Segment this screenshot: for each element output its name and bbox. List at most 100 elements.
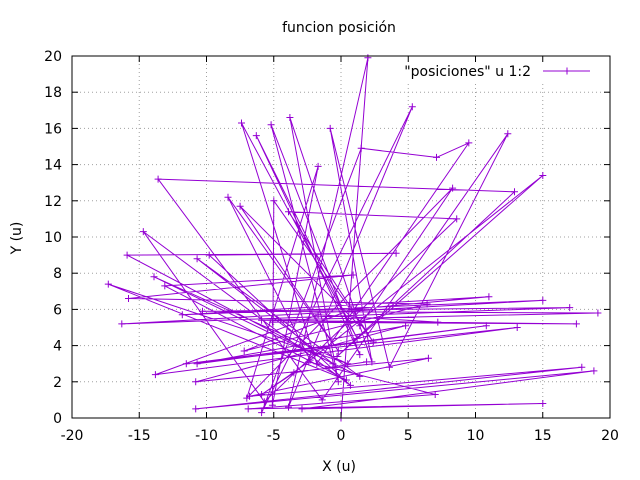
data-point — [161, 282, 169, 290]
y-tick-label: 16 — [44, 121, 62, 137]
data-point — [192, 405, 200, 413]
data-point — [346, 381, 354, 389]
data-point — [305, 358, 313, 366]
series-layer — [104, 54, 602, 422]
data-point — [539, 296, 547, 304]
legend: "posiciones" u 1:2 — [404, 64, 590, 80]
data-point — [364, 54, 372, 62]
data-point — [402, 322, 410, 330]
y-tick-label: 4 — [53, 339, 62, 355]
data-point — [511, 188, 518, 196]
data-point — [326, 124, 334, 132]
x-tick-label: 0 — [337, 428, 346, 444]
data-point — [267, 121, 275, 129]
data-point — [192, 378, 200, 386]
legend-marker — [563, 67, 571, 75]
x-tick-label: 5 — [404, 428, 413, 444]
data-point — [449, 184, 457, 192]
data-point — [334, 347, 342, 355]
data-point — [578, 363, 586, 371]
x-tick-label: -10 — [195, 428, 218, 444]
data-point — [268, 318, 276, 326]
data-point — [236, 202, 244, 210]
data-point — [104, 280, 112, 288]
data-point — [485, 293, 493, 301]
data-point — [566, 304, 574, 312]
data-point — [357, 144, 365, 152]
data-point — [123, 251, 131, 259]
data-point — [298, 405, 306, 413]
data-point — [151, 371, 159, 379]
data-point — [224, 193, 232, 201]
data-point — [356, 372, 364, 380]
series-line — [107, 57, 599, 419]
data-point — [408, 103, 416, 111]
data-point — [238, 119, 245, 127]
y-tick-label: 2 — [53, 375, 62, 391]
data-point — [590, 367, 598, 375]
x-tick-label: 10 — [467, 428, 485, 444]
data-point — [290, 369, 298, 377]
data-point — [482, 322, 490, 330]
data-point — [314, 311, 322, 319]
data-point — [205, 251, 213, 259]
x-tick-label: 15 — [534, 428, 552, 444]
data-point — [125, 295, 132, 302]
x-tick-label: 20 — [601, 428, 619, 444]
data-point — [270, 197, 278, 205]
data-point — [539, 172, 547, 179]
data-point — [356, 351, 364, 359]
data-point — [465, 139, 473, 147]
data-point — [353, 334, 361, 342]
data-point — [423, 300, 431, 308]
data-point — [182, 360, 190, 368]
data-point — [193, 360, 201, 368]
y-tick-label: 18 — [44, 85, 62, 101]
y-tick-label: 6 — [53, 302, 62, 318]
data-point — [431, 391, 439, 398]
data-point — [385, 363, 393, 371]
data-point — [193, 255, 201, 263]
y-tick-label: 8 — [53, 266, 62, 282]
y-tick-label: 20 — [44, 49, 62, 65]
x-axis-label: X (u) — [322, 459, 356, 475]
data-point — [314, 162, 322, 170]
y-tick-label: 0 — [53, 411, 62, 427]
data-point — [268, 401, 276, 409]
data-point — [318, 396, 326, 404]
data-point — [434, 318, 442, 326]
y-tick-label: 14 — [44, 158, 62, 174]
data-point — [572, 320, 580, 328]
data-point — [433, 153, 440, 161]
data-point — [244, 405, 252, 413]
data-point — [240, 347, 248, 355]
data-point — [424, 354, 432, 362]
data-point — [258, 409, 266, 417]
data-point — [258, 391, 266, 398]
data-point — [285, 208, 292, 216]
data-point — [348, 305, 356, 313]
legend-label: "posiciones" u 1:2 — [404, 64, 531, 80]
data-point — [286, 114, 294, 121]
data-point — [252, 132, 260, 140]
data-point — [118, 320, 126, 328]
data-point — [260, 398, 268, 406]
data-point — [504, 130, 512, 138]
data-point — [313, 360, 321, 368]
y-axis-label: Y (u) — [9, 222, 25, 256]
y-tick-label: 10 — [44, 230, 62, 246]
data-point — [363, 358, 371, 366]
data-point — [344, 360, 352, 368]
data-point — [342, 376, 350, 384]
data-point — [349, 271, 357, 279]
x-tick-label: -5 — [267, 428, 281, 444]
data-point — [258, 316, 266, 324]
grid — [72, 56, 610, 418]
ticks: -20 -15 -10 -5 0 5 10 15 20 0 2 4 6 8 10 12 14 16 18 20 — [44, 49, 619, 444]
data-point — [150, 273, 158, 281]
y-tick-label: 12 — [44, 194, 62, 210]
data-point — [369, 338, 377, 346]
data-point — [306, 356, 314, 364]
data-point — [334, 378, 342, 386]
